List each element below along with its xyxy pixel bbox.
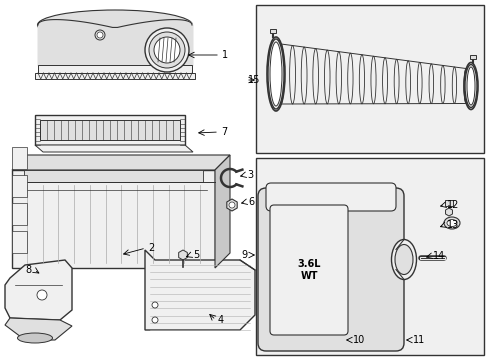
FancyBboxPatch shape <box>269 205 347 335</box>
Polygon shape <box>5 318 72 340</box>
Bar <box>256 158 483 355</box>
Ellipse shape <box>443 217 459 229</box>
Polygon shape <box>35 145 193 152</box>
Bar <box>12 170 215 268</box>
Bar <box>12 203 27 225</box>
Bar <box>12 231 27 253</box>
Bar <box>40 120 180 140</box>
Circle shape <box>228 202 235 208</box>
Polygon shape <box>145 250 254 330</box>
Text: 15: 15 <box>247 75 260 85</box>
Polygon shape <box>226 199 237 211</box>
Ellipse shape <box>38 10 192 40</box>
Ellipse shape <box>391 239 416 279</box>
Text: 5: 5 <box>193 250 199 260</box>
Ellipse shape <box>394 244 412 274</box>
Polygon shape <box>5 260 72 320</box>
Polygon shape <box>12 155 229 170</box>
Bar <box>469 54 475 58</box>
Circle shape <box>97 32 103 38</box>
Text: 14: 14 <box>432 251 445 261</box>
Text: 13: 13 <box>446 220 458 230</box>
Bar <box>269 29 275 33</box>
Text: 3: 3 <box>246 170 253 180</box>
Polygon shape <box>445 208 451 216</box>
Text: 6: 6 <box>247 197 254 207</box>
Bar <box>12 147 27 169</box>
Polygon shape <box>178 250 187 260</box>
Bar <box>24 170 203 182</box>
FancyBboxPatch shape <box>258 188 403 351</box>
Text: 12: 12 <box>446 200 458 210</box>
Text: 3.6L
WT: 3.6L WT <box>297 259 320 281</box>
Ellipse shape <box>466 67 474 105</box>
Ellipse shape <box>269 42 282 106</box>
Circle shape <box>145 28 189 72</box>
Circle shape <box>152 302 158 308</box>
Text: 9: 9 <box>242 250 247 260</box>
Ellipse shape <box>446 220 456 226</box>
Ellipse shape <box>464 64 476 108</box>
Circle shape <box>154 37 180 63</box>
Text: 8: 8 <box>26 265 32 275</box>
Bar <box>38 65 192 73</box>
Text: 11: 11 <box>412 335 425 345</box>
Ellipse shape <box>18 333 52 343</box>
Polygon shape <box>215 155 229 268</box>
FancyBboxPatch shape <box>265 183 395 211</box>
Circle shape <box>149 32 184 68</box>
Ellipse shape <box>267 39 284 109</box>
Bar <box>12 175 27 197</box>
Bar <box>444 200 452 206</box>
Text: 7: 7 <box>221 127 227 137</box>
Text: 4: 4 <box>218 315 224 325</box>
Text: 1: 1 <box>222 50 228 60</box>
FancyBboxPatch shape <box>35 115 184 145</box>
Bar <box>35 73 195 79</box>
Text: 2: 2 <box>148 243 154 253</box>
Circle shape <box>152 317 158 323</box>
Bar <box>256 5 483 153</box>
Text: 10: 10 <box>352 335 365 345</box>
Circle shape <box>95 30 105 40</box>
Circle shape <box>37 290 47 300</box>
